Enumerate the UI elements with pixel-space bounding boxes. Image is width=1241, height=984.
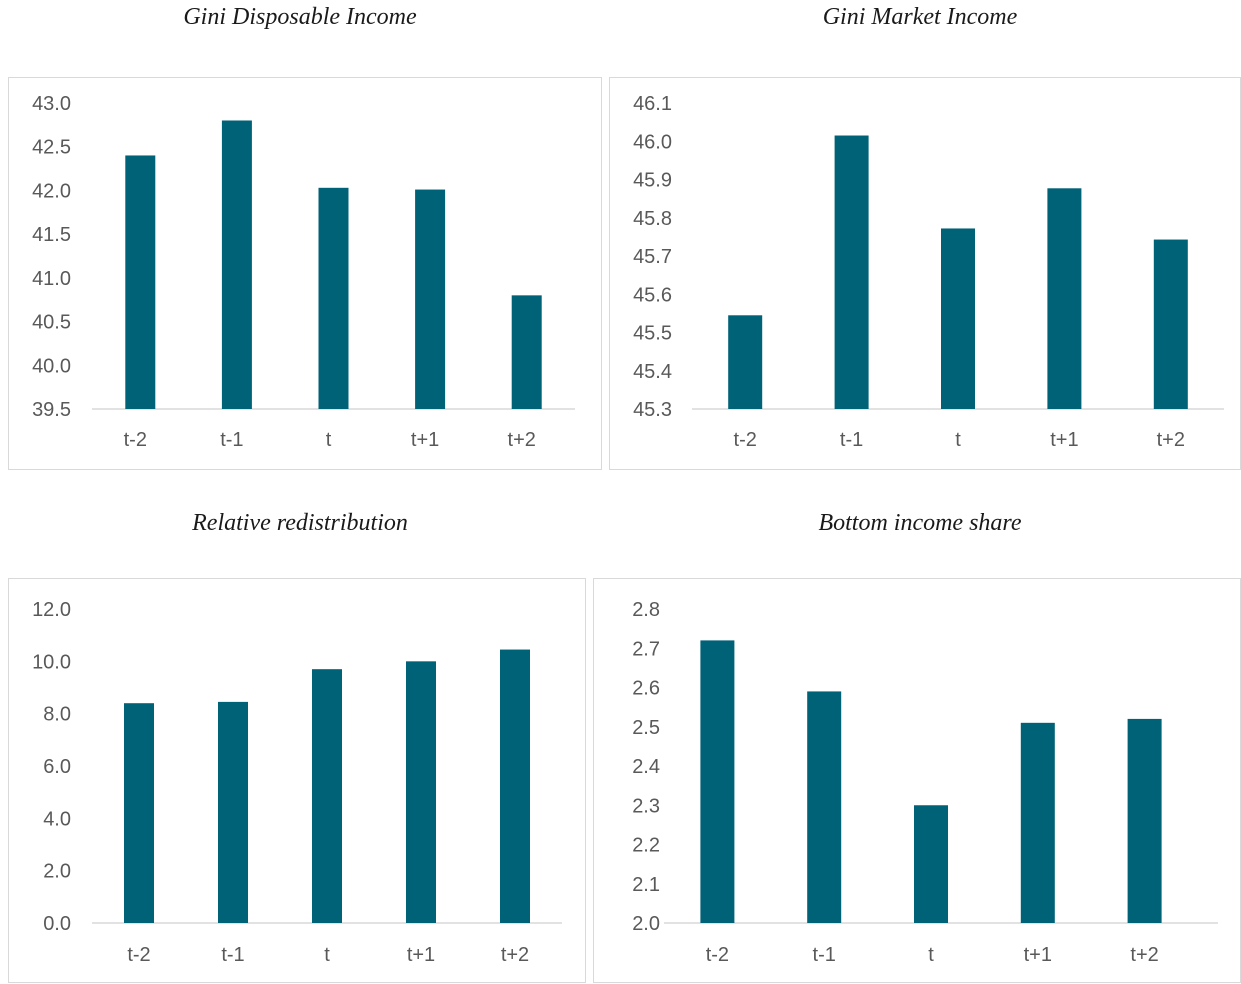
x-tick-label: t-2	[734, 429, 757, 451]
y-tick-label: 43.0	[32, 93, 71, 115]
bar-t-1	[221, 120, 252, 409]
chart-title-gini-market: Gini Market Income	[822, 4, 1018, 30]
y-tick-label: 39.5	[32, 399, 71, 421]
y-tick-label: 6.0	[43, 756, 71, 778]
x-tick-label: t+2	[1130, 944, 1158, 966]
y-tick-label: 2.6	[632, 678, 660, 700]
y-tick-label: 46.1	[633, 93, 672, 115]
chart-panel-relative-redistribution: 0.0 2.0 4.0 6.0 8.0 10.0 12.0 t-2 t-1 t t+1 t+2	[8, 578, 586, 983]
y-tick-label: 2.5	[632, 717, 660, 739]
chart-panel-gini-market: 45.3 45.4 45.5 45.6 45.7 45.8 45.9 46.0 46.1 t-2 t…	[609, 77, 1241, 470]
x-tick-label: t-1	[221, 944, 244, 966]
y-tick-label: 10.0	[32, 651, 71, 673]
y-tick-label: 2.0	[43, 861, 71, 883]
x-tick-label: t+1	[407, 944, 435, 966]
bar-t-2	[124, 703, 154, 923]
bar-t-1	[218, 701, 248, 923]
x-tick-label: t	[928, 944, 934, 966]
x-tick-label: t-2	[127, 944, 150, 966]
chart-title-gini-disposable: Gini Disposable Income	[183, 4, 417, 30]
y-tick-label: 45.8	[633, 208, 672, 230]
bar-t-2	[728, 315, 763, 409]
bar-t+1	[406, 661, 436, 923]
y-tick-label: 45.4	[633, 361, 672, 383]
bar-t+1	[415, 189, 446, 409]
x-tick-label: t	[324, 944, 330, 966]
x-tick-label: t+2	[508, 429, 536, 451]
y-tick-label: 0.0	[43, 913, 71, 935]
chart-svg-gini-market: 45.3 45.4 45.5 45.6 45.7 45.8 45.9 46.0 46.1 t-2 t…	[633, 93, 1224, 451]
x-tick-label: t-1	[220, 429, 243, 451]
y-tick-label: 2.8	[632, 599, 660, 621]
bar-t+2	[500, 649, 530, 923]
chart-svg-bottom-income-share: 2.0 2.1 2.2 2.3 2.4 2.5 2.6 2.7 2.8 t-2 t-1 t t+1 t+2	[632, 599, 1218, 966]
y-tick-label: 4.0	[43, 808, 71, 830]
y-tick-label: 2.1	[632, 874, 660, 896]
x-tick-label: t+2	[501, 944, 529, 966]
x-tick-label: t+1	[1024, 944, 1052, 966]
y-tick-label: 46.0	[633, 131, 672, 153]
y-tick-label: 45.3	[633, 399, 672, 421]
y-tick-label: 12.0	[32, 599, 71, 621]
chart-panel-bottom-income-share: 2.0 2.1 2.2 2.3 2.4 2.5 2.6 2.7 2.8 t-2 t-1 t t+1 t+2	[593, 578, 1241, 983]
bar-t+2	[1153, 239, 1188, 409]
bar-t-1	[834, 135, 869, 409]
chart-svg-gini-disposable: 39.5 40.0 40.5 41.0 41.5 42.0 42.5 43.0 t-2 t-1 t t…	[32, 93, 575, 451]
bar-t	[914, 805, 948, 923]
y-tick-label: 41.5	[32, 224, 71, 246]
y-tick-label: 40.0	[32, 355, 71, 377]
chart-title-bottom-income-share: Bottom income share	[818, 510, 1022, 536]
chart-svg-relative-redistribution: 0.0 2.0 4.0 6.0 8.0 10.0 12.0 t-2 t-1 t t+1 t+2	[32, 599, 562, 966]
y-tick-label: 2.0	[632, 913, 660, 935]
y-tick-label: 45.7	[633, 246, 672, 268]
bar-t-2	[700, 640, 735, 923]
bar-t+2	[1127, 718, 1162, 923]
y-tick-label: 2.4	[632, 756, 660, 778]
y-tick-label: 45.5	[633, 323, 672, 345]
x-tick-label: t	[955, 429, 961, 451]
bar-t	[312, 669, 342, 923]
y-tick-label: 45.9	[633, 170, 672, 192]
bar-t	[941, 228, 975, 409]
y-tick-label: 2.3	[632, 795, 660, 817]
y-tick-label: 42.5	[32, 137, 71, 159]
x-tick-label: t-1	[813, 944, 836, 966]
x-tick-label: t	[326, 429, 332, 451]
chart-panel-gini-disposable: 39.5 40.0 40.5 41.0 41.5 42.0 42.5 43.0 t-2 t-1 t t…	[8, 77, 602, 470]
x-tick-label: t-2	[706, 944, 729, 966]
chart-title-relative-redistribution: Relative redistribution	[192, 510, 408, 536]
y-tick-label: 2.2	[632, 835, 660, 857]
y-tick-label: 41.0	[32, 268, 71, 290]
bar-t	[318, 187, 349, 409]
y-tick-label: 2.7	[632, 638, 660, 660]
bar-t+1	[1020, 722, 1055, 923]
y-tick-label: 45.6	[633, 284, 672, 306]
bar-t+1	[1047, 188, 1082, 409]
bar-t+2	[511, 295, 542, 409]
y-tick-label: 40.5	[32, 312, 71, 334]
x-tick-label: t-1	[840, 429, 863, 451]
y-tick-label: 42.0	[32, 180, 71, 202]
bar-t-2	[125, 155, 156, 409]
x-tick-label: t+1	[411, 429, 439, 451]
x-tick-label: t-2	[124, 429, 147, 451]
bar-t-1	[807, 691, 842, 923]
x-tick-label: t+1	[1050, 429, 1078, 451]
y-tick-label: 8.0	[43, 704, 71, 726]
x-tick-label: t+2	[1157, 429, 1185, 451]
